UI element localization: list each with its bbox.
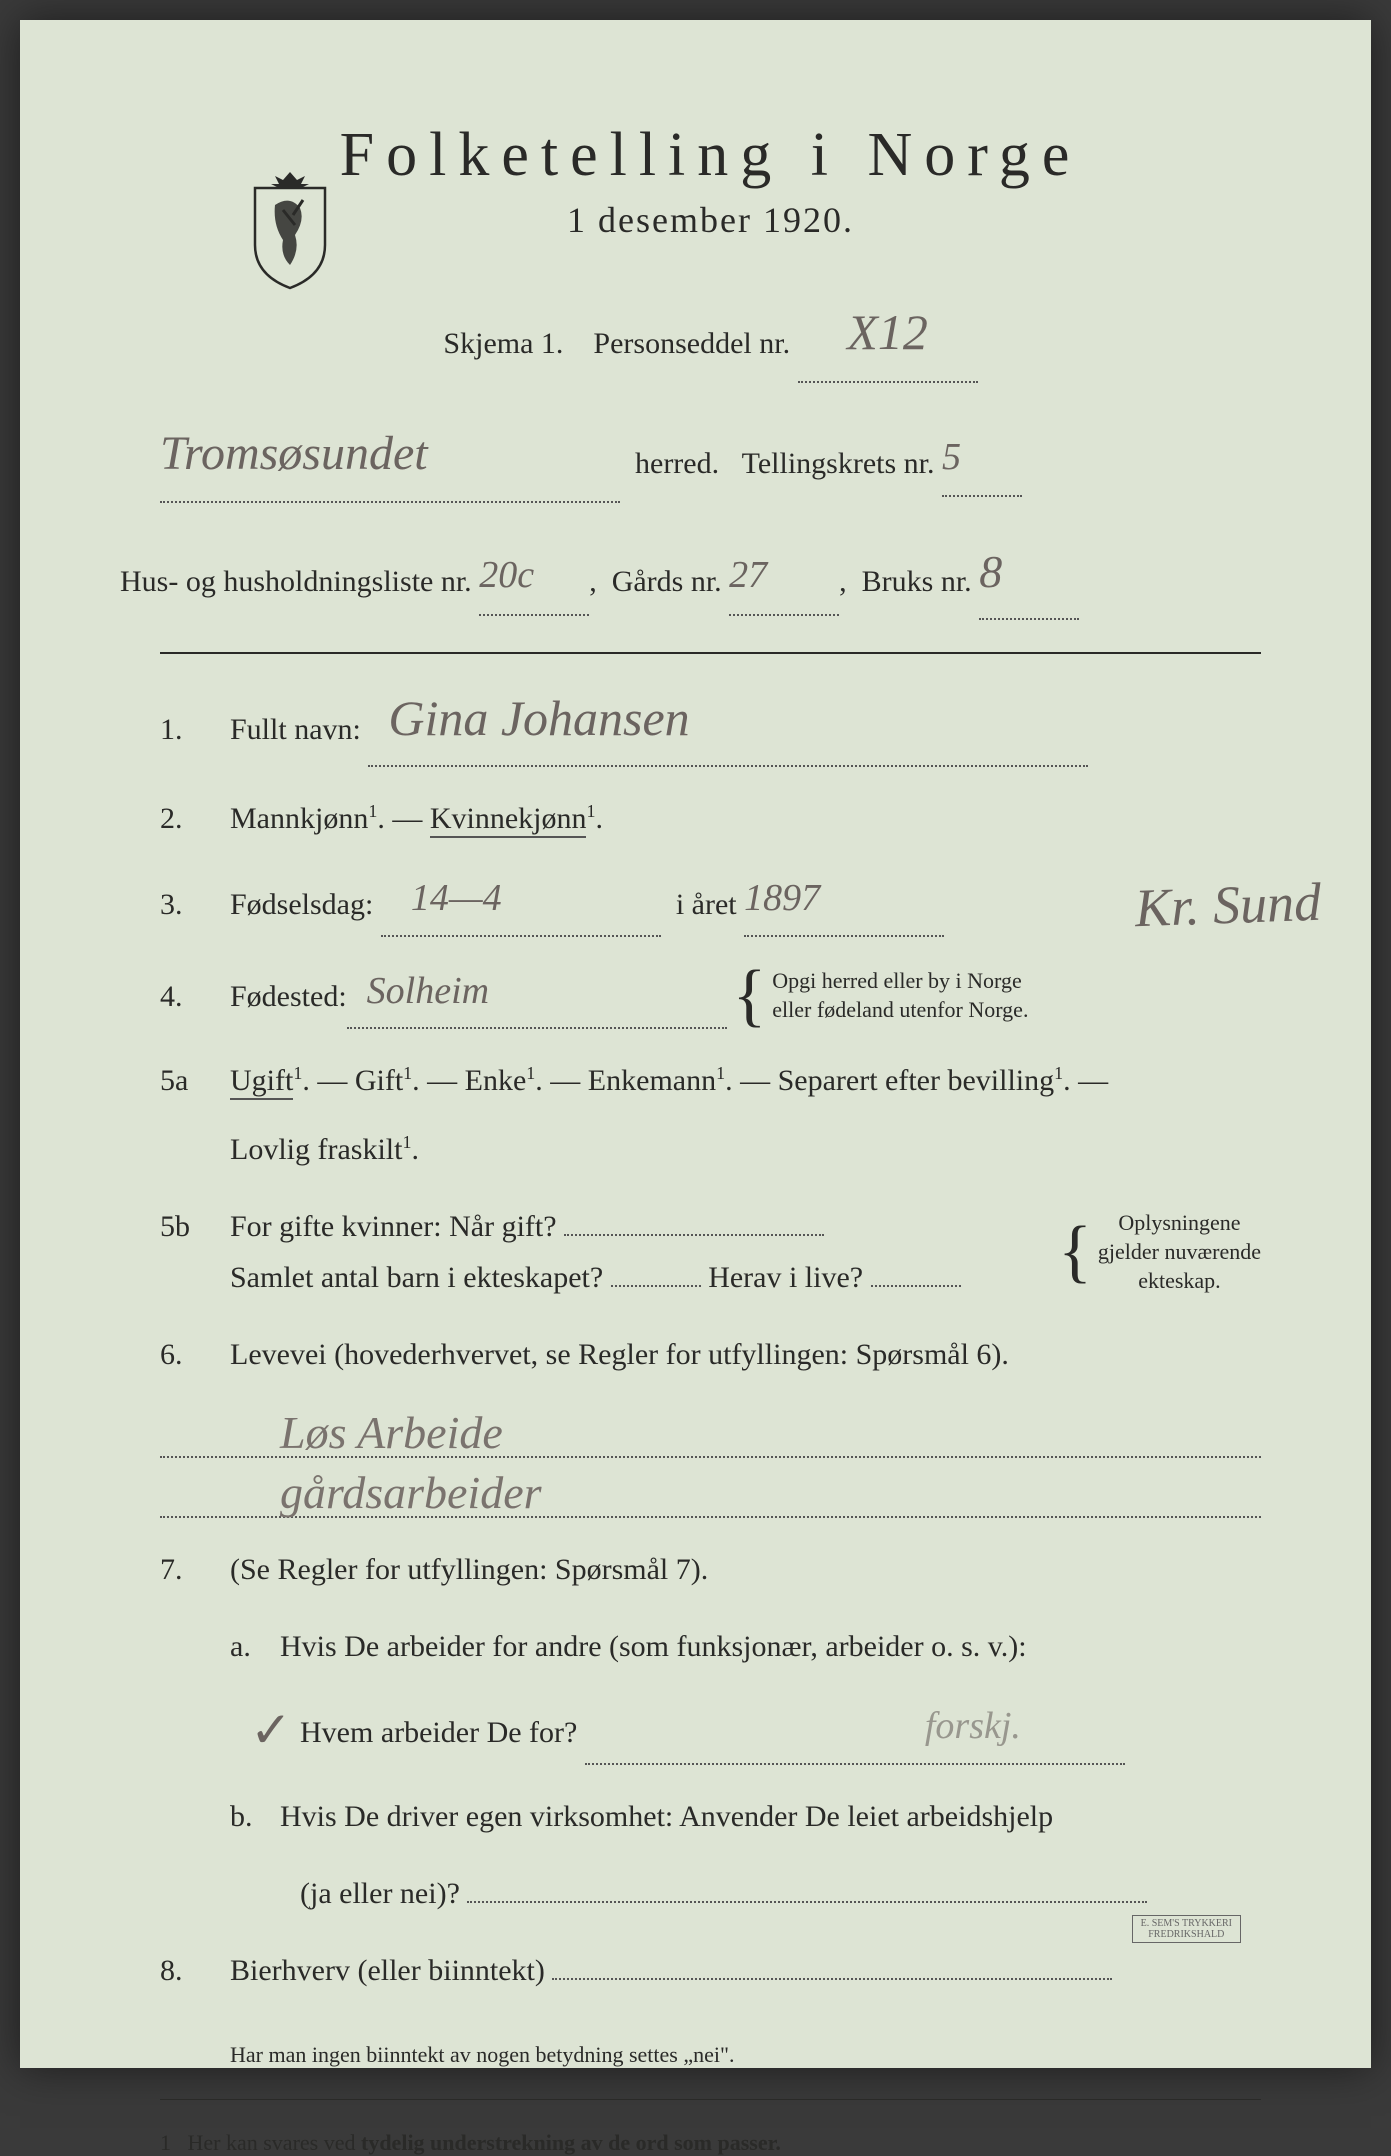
q5a-row2: Lovlig fraskilt1. — [160, 1124, 1261, 1175]
q3-year: 1897 — [744, 866, 820, 931]
q7a-row: a. Hvis De arbeider for andre (som funks… — [160, 1621, 1261, 1672]
herred-line: Tromsøsundet herred. Tellingskrets nr. 5 — [160, 415, 1261, 503]
q4-label: Fødested: — [230, 971, 347, 1022]
q4-value: Solheim — [347, 959, 489, 1024]
q5a-line2: Lovlig fraskilt — [230, 1133, 402, 1166]
q6-num: 6. — [160, 1329, 230, 1380]
q4-row: 4. Fødested: Solheim { Opgi herred eller… — [160, 963, 1261, 1030]
q5b-row: 5b For gifte kvinner: Når gift? Samlet a… — [160, 1201, 1261, 1303]
q5b-num: 5b — [160, 1201, 230, 1252]
coat-of-arms — [245, 170, 335, 290]
q6-value-l1: Løs Arbeide — [160, 1406, 1261, 1458]
q2-num: 2. — [160, 793, 230, 844]
q3-label: Fødselsdag: — [230, 888, 373, 921]
q5a-num: 5a — [160, 1055, 230, 1106]
q7b-l2: (ja eller nei)? — [300, 1877, 460, 1910]
hushold-value: 20c — [479, 541, 534, 609]
bruks-value: 8 — [979, 531, 1002, 614]
q6-value-l2: gårdsarbeider — [160, 1466, 1261, 1518]
q7-row: 7. (Se Regler for utfyllingen: Spørsmål … — [160, 1544, 1261, 1595]
gards-line: Hus- og husholdningsliste nr. 20c , Gård… — [120, 535, 1261, 620]
q5a-opt-enke: Enke — [465, 1064, 527, 1097]
personseddel-value: X12 — [847, 287, 928, 377]
q5a-opt-ugift: Ugift — [230, 1064, 293, 1100]
census-form-page: Folketelling i Norge 1 desember 1920. Sk… — [20, 20, 1371, 2068]
q7a-l2: Hvem arbeider De for? — [300, 1716, 577, 1749]
q7a-l1: Hvis De arbeider for andre (som funksjon… — [280, 1630, 1027, 1663]
q8-row: 8. Bierhverv (eller biinntekt) — [160, 1945, 1261, 1996]
krets-value: 5 — [942, 423, 961, 491]
herred-value: Tromsøsundet — [160, 411, 428, 497]
hushold-label: Hus- og husholdningsliste nr. — [120, 565, 472, 598]
q7b-num: b. — [230, 1791, 280, 1842]
q7b-l1: Hvis De driver egen virksomhet: Anvender… — [280, 1800, 1053, 1833]
q6-label: Levevei (hovederhvervet, se Regler for u… — [230, 1338, 1009, 1371]
q5a-row: 5a Ugift1. — Gift1. — Enke1. — Enkemann1… — [160, 1055, 1261, 1106]
q6-row: 6. Levevei (hovederhvervet, se Regler fo… — [160, 1329, 1261, 1380]
q5b-label: For gifte kvinner: Når gift? — [230, 1210, 557, 1243]
q5b-l2a: Samlet antal barn i ekteskapet? — [230, 1261, 603, 1294]
printer-mark: E. SEM'S TRYKKERI FREDRIKSHALD — [1132, 1915, 1241, 1943]
q7b-row: b. Hvis De driver egen virksomhet: Anven… — [160, 1791, 1261, 1842]
q3-day: 14—4 — [381, 866, 502, 931]
q1-label: Fullt navn: — [230, 713, 361, 746]
gards-value: 27 — [729, 541, 767, 609]
q7-num: 7. — [160, 1544, 230, 1595]
q4-note: Opgi herred eller by i Norge eller fødel… — [772, 967, 1028, 1024]
personseddel-label: Personseddel nr. — [593, 327, 790, 360]
krets-label: Tellingskrets nr. — [742, 447, 935, 480]
q5b-l2b: Herav i live? — [708, 1261, 863, 1294]
q3-num: 3. — [160, 879, 230, 930]
q3-side-note: Kr. Sund — [1133, 857, 1322, 955]
q5a-opt-gift: Gift — [355, 1064, 403, 1097]
q4-num: 4. — [160, 971, 230, 1022]
q2-male: Mannkjønn — [230, 802, 368, 835]
q7a-row2: ✓ Hvem arbeider De for? forskj. — [160, 1698, 1261, 1765]
skjema-label: Skjema 1. — [443, 327, 563, 360]
q1-value: Gina Johansen — [368, 676, 689, 761]
divider-bottom — [160, 2099, 1261, 2100]
q1-row: 1. Fullt navn: Gina Johansen — [160, 680, 1261, 767]
q8-num: 8. — [160, 1945, 230, 1996]
gards-label: Gårds nr. — [612, 565, 722, 598]
tail-note: Har man ingen biinntekt av nogen betydni… — [230, 2036, 734, 2073]
footnote: 1 Her kan svares ved tydelig understrekn… — [160, 2130, 1261, 2156]
q5b-note: Oplysningene gjelder nuværende ekteskap. — [1098, 1209, 1261, 1295]
brace-icon: { — [1058, 1238, 1092, 1266]
footnote-num: 1 — [160, 2130, 171, 2155]
footnote-b: tydelig understrekning av de ord som pas… — [361, 2130, 781, 2155]
q7b-row2: (ja eller nei)? — [160, 1868, 1261, 1919]
q1-num: 1. — [160, 704, 230, 755]
skjema-line: Skjema 1. Personseddel nr. X12 — [160, 291, 1261, 383]
brace-icon: { — [733, 982, 767, 1010]
q2-row: 2. Mannkjønn1. — Kvinnekjønn1. — [160, 793, 1261, 844]
q7a-num: a. — [230, 1621, 280, 1672]
q5a-opt-enkemann: Enkemann — [588, 1064, 716, 1097]
q2-female: Kvinnekjønn — [430, 802, 587, 838]
q5a-opt-separert: Separert efter bevilling — [778, 1064, 1055, 1097]
q3-mid: i året — [676, 888, 737, 921]
q7-label: (Se Regler for utfyllingen: Spørsmål 7). — [230, 1553, 708, 1586]
margin-checkmark: ✓ — [250, 1688, 292, 1773]
bruks-label: Bruks nr. — [862, 565, 972, 598]
tail-note-row: Har man ingen biinntekt av nogen betydni… — [160, 2036, 1261, 2073]
footnote-a: Her kan svares ved — [188, 2130, 362, 2155]
q7a-value: forskj. — [585, 1694, 1021, 1759]
herred-label: herred. — [635, 447, 719, 480]
q8-label: Bierhverv (eller biinntekt) — [230, 1954, 545, 1987]
q3-row: 3. Fødselsdag: 14—4 i året 1897 Kr. Sund — [160, 870, 1261, 937]
divider-top — [160, 652, 1261, 654]
